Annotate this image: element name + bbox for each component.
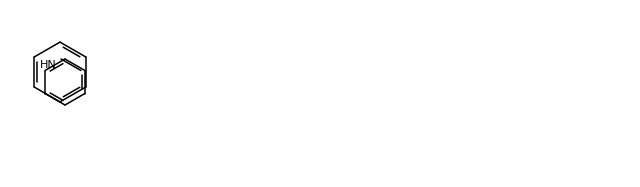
Text: HN: HN xyxy=(40,60,56,70)
